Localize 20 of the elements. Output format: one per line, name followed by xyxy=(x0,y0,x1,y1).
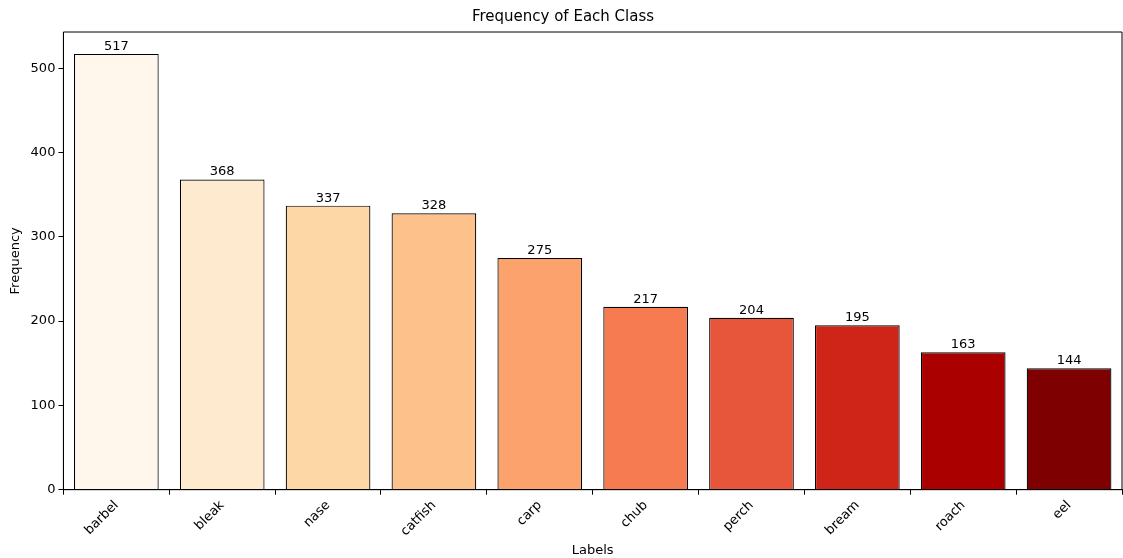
data-label: 163 xyxy=(950,336,976,352)
x-axis-title: Labels xyxy=(571,541,614,557)
y-tick-label: 100 xyxy=(30,396,56,412)
data-label: 144 xyxy=(1056,352,1082,368)
data-label: 195 xyxy=(844,309,870,325)
y-tick-label: 200 xyxy=(30,312,56,328)
y-tick-label: 0 xyxy=(47,481,56,497)
y-tick-label: 300 xyxy=(30,228,56,244)
chart-title: Frequency of Each Class xyxy=(471,6,655,25)
x-tick-label: eel xyxy=(1049,497,1074,522)
data-label: 217 xyxy=(633,290,659,306)
data-label: 328 xyxy=(421,197,447,213)
data-label: 337 xyxy=(315,189,341,205)
y-tick-label: 400 xyxy=(30,143,56,159)
data-label: 368 xyxy=(209,163,235,179)
data-label: 517 xyxy=(103,37,129,53)
data-label: 204 xyxy=(739,301,764,317)
y-axis-title: Frequency xyxy=(7,226,23,295)
data-label: 275 xyxy=(527,241,553,257)
y-tick-label: 500 xyxy=(30,59,56,75)
